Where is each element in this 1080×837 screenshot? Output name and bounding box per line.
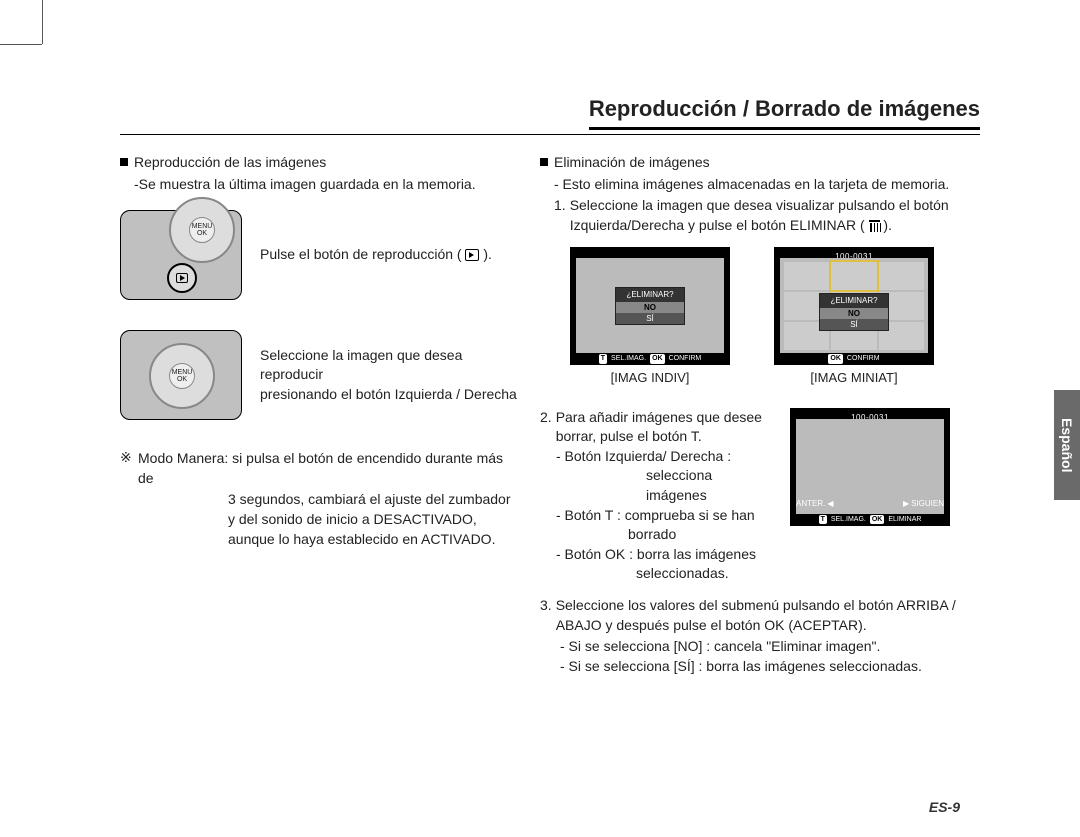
- delete-dialog: ¿ELIMINAR? NO SÍ: [819, 293, 889, 331]
- camera-illustration-2: MENU OK: [120, 330, 242, 420]
- mode-note: ※ Modo Manera: si pulsa el botón de ence…: [120, 448, 520, 549]
- left-heading: Reproducción de las imágenes: [134, 153, 326, 173]
- left-column: Reproducción de las imágenes -Se muestra…: [120, 153, 540, 676]
- screen-block-1: ¿ELIMINAR? NO SÍ T SEL.IMAG. OK CONFIRM …: [570, 247, 730, 387]
- language-tab: Español: [1054, 390, 1080, 500]
- page-title: Reproducción / Borrado de imágenes: [589, 96, 980, 130]
- right-column: Eliminación de imágenes - Esto elimina i…: [540, 153, 980, 676]
- caption-2: [IMAG MINIAT]: [774, 369, 934, 387]
- crop-mark-vertical: [42, 0, 43, 44]
- trash-icon: [869, 220, 880, 232]
- play-button-icon: [167, 263, 197, 293]
- screen-block-3: 100-0031 ANTER.◀ ▶SIGUIEN T SEL.IMAG. OK: [790, 408, 950, 584]
- page-number: ES-9: [929, 799, 960, 815]
- step-a-text: Pulse el botón de reproducción ( ).: [260, 245, 492, 265]
- screen-footer: T SEL.IMAG. OK ELIMINAR: [790, 514, 950, 526]
- step-b-text: Seleccione la imagen que desea reproduci…: [260, 346, 520, 405]
- caption-1: [IMAG INDIV]: [570, 369, 730, 387]
- dpad-center: MENU OK: [189, 217, 215, 243]
- step-2-text: 2. Para añadir imágenes que desee borrar…: [540, 408, 780, 584]
- right-sub1: - Esto elimina imágenes almacenadas en l…: [554, 175, 980, 195]
- screen-footer: OK CONFIRM: [774, 353, 934, 365]
- dpad-icon: MENU OK: [169, 197, 235, 263]
- camera-illustration-1: MENU OK: [120, 210, 242, 300]
- play-icon: [176, 273, 188, 283]
- delete-dialog: ¿ELIMINAR? NO SÍ: [615, 287, 685, 325]
- step-3: 3. Seleccione los valores del submenú pu…: [540, 596, 980, 635]
- next-nav: ▶SIGUIEN: [903, 498, 944, 509]
- screen-block-2: 100-0031 ¿ELIMINAR? NO SÍ: [774, 247, 934, 387]
- right-heading: Eliminación de imágenes: [554, 153, 710, 173]
- lcd-screen-nav: 100-0031 ANTER.◀ ▶SIGUIEN T SEL.IMAG. OK: [790, 408, 950, 526]
- dpad-center: MENU OK: [169, 363, 195, 389]
- manual-page: Reproducción / Borrado de imágenes Repro…: [120, 96, 980, 796]
- screen-footer: T SEL.IMAG. OK CONFIRM: [570, 353, 730, 365]
- lcd-screen-thumb: 100-0031 ¿ELIMINAR? NO SÍ: [774, 247, 934, 365]
- prev-nav: ANTER.◀: [796, 498, 834, 509]
- title-rule: Reproducción / Borrado de imágenes: [120, 96, 980, 135]
- bullet-square-icon: [120, 158, 128, 166]
- play-inline-icon: [465, 249, 479, 261]
- dpad-icon: MENU OK: [149, 343, 215, 409]
- left-sub1: -Se muestra la última imagen guardada en…: [134, 175, 520, 195]
- note-mark-icon: ※: [120, 448, 138, 549]
- lcd-screen-single: ¿ELIMINAR? NO SÍ T SEL.IMAG. OK CONFIRM: [570, 247, 730, 365]
- crop-mark-horizontal: [0, 44, 42, 45]
- step-num: 1.: [554, 196, 566, 235]
- bullet-square-icon: [540, 158, 548, 166]
